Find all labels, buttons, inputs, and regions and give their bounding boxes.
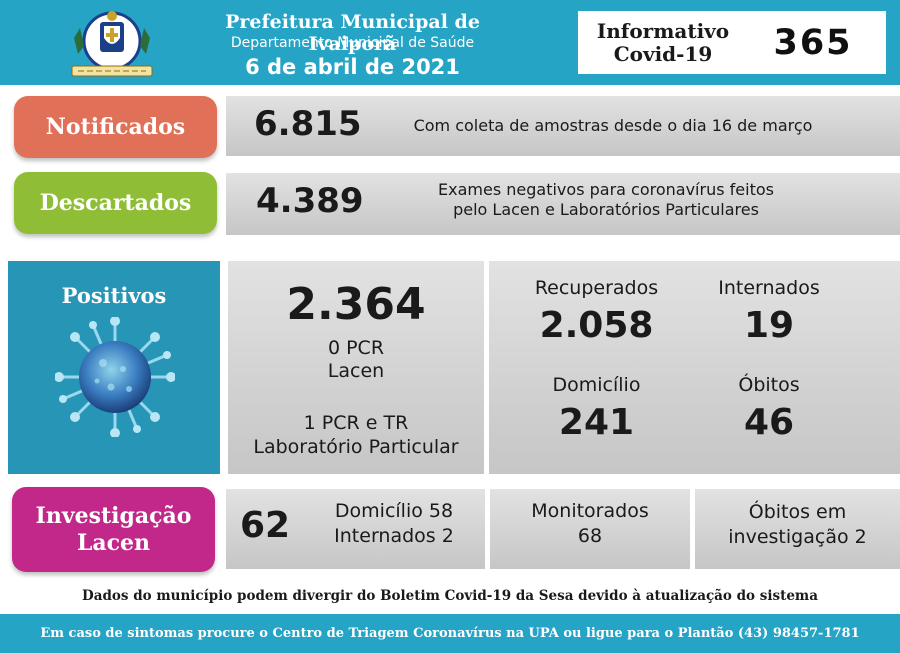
bulletin-label-line1: Informativo <box>596 19 730 43</box>
descartados-label: Descartados <box>14 172 217 234</box>
obitos-investigacao-box: Óbitos em investigação 2 <box>695 489 900 569</box>
report-date: 6 de abril de 2021 <box>245 55 460 79</box>
domicilio-label: Domicílio <box>552 374 641 396</box>
monitorados-label: Monitorados <box>531 500 649 522</box>
bulletin-number: 365 <box>773 23 853 63</box>
bulletin-label: Informativo Covid-19 <box>578 20 748 66</box>
header-bar: Prefeitura Municipal de Ivaiporã Departa… <box>0 0 900 85</box>
investigacao-label-line2: Lacen <box>76 529 151 556</box>
notificados-label: Notificados <box>14 96 217 158</box>
investigacao-internados: Internados 2 <box>334 525 454 547</box>
positivos-lacen-line1: 0 PCR <box>327 337 385 359</box>
coronavirus-icon <box>55 317 175 437</box>
city-hall-title: Prefeitura Municipal de Ivaiporã <box>225 11 480 55</box>
positivos-particular-line2: Laboratório Particular <box>253 436 459 458</box>
notificados-bar: 6.815 Com coleta de amostras desde o dia… <box>226 96 900 156</box>
descartados-description-line2: pelo Lacen e Laboratórios Particulares <box>453 200 759 219</box>
bulletin-badge: Informativo Covid-19 365 <box>578 11 886 74</box>
positivos-particular-line1: 1 PCR e TR <box>303 412 409 434</box>
descartados-bar: 4.389 Exames negativos para coronavírus … <box>226 173 900 235</box>
monitorados-value: 68 <box>577 525 603 547</box>
monitorados-content: Monitorados 68 <box>490 499 690 549</box>
investigacao-detail-box: 62 Domicílio 58 Internados 2 <box>226 489 485 569</box>
internados-value: 19 <box>743 305 795 346</box>
investigacao-domicilio: Domicílio 58 <box>334 500 454 522</box>
recuperados-value: 2.058 <box>539 305 654 346</box>
obitos-value: 46 <box>743 402 795 443</box>
outcomes-box: Recuperados 2.058 Internados 19 Domicíli… <box>489 261 900 474</box>
investigacao-value: 62 <box>240 505 291 546</box>
obitos-label: Óbitos <box>738 374 800 396</box>
footer-bar: Em caso de sintomas procure o Centro de … <box>0 614 900 653</box>
descartados-description: Exames negativos para coronavírus feitos… <box>406 180 806 220</box>
investigacao-breakdown: Domicílio 58 Internados 2 <box>314 499 474 549</box>
recuperados-label: Recuperados <box>534 277 659 299</box>
domicilio-value: 241 <box>558 402 635 443</box>
footer-contact-text: Em caso de sintomas procure o Centro de … <box>40 626 860 641</box>
positivos-panel: Positivos <box>8 261 220 474</box>
obitos-investigacao-content: Óbitos em investigação 2 <box>695 500 900 550</box>
positivos-label: Positivos <box>61 283 167 308</box>
bulletin-label-line2: Covid-19 <box>613 42 713 66</box>
obitos-investigacao-line1: Óbitos em <box>748 501 847 523</box>
positivos-detail-box: 2.364 0 PCR Lacen 1 PCR e TR Laboratório… <box>228 261 484 474</box>
municipal-coat-of-arms-icon <box>71 11 153 77</box>
descartados-description-line1: Exames negativos para coronavírus feitos <box>438 180 774 199</box>
positivos-total: 2.364 <box>286 279 426 330</box>
notificados-value: 6.815 <box>254 104 362 144</box>
positivos-lacen-line2: Lacen <box>327 360 385 382</box>
notificados-description: Com coleta de amostras desde o dia 16 de… <box>413 116 813 135</box>
department-name: Departamento Municipal de Saúde <box>230 35 475 51</box>
obitos-investigacao-line2: investigação 2 <box>728 526 867 548</box>
descartados-value: 4.389 <box>256 181 364 221</box>
positivos-particular: 1 PCR e TR Laboratório Particular <box>228 411 484 459</box>
disclaimer-text: Dados do município podem divergir do Bol… <box>82 588 818 604</box>
investigacao-label-line1: Investigação <box>35 502 192 529</box>
investigacao-label: Investigação Lacen <box>12 487 215 572</box>
positivos-lacen: 0 PCR Lacen <box>228 337 484 383</box>
monitorados-box: Monitorados 68 <box>490 489 690 569</box>
internados-label: Internados <box>718 277 820 299</box>
